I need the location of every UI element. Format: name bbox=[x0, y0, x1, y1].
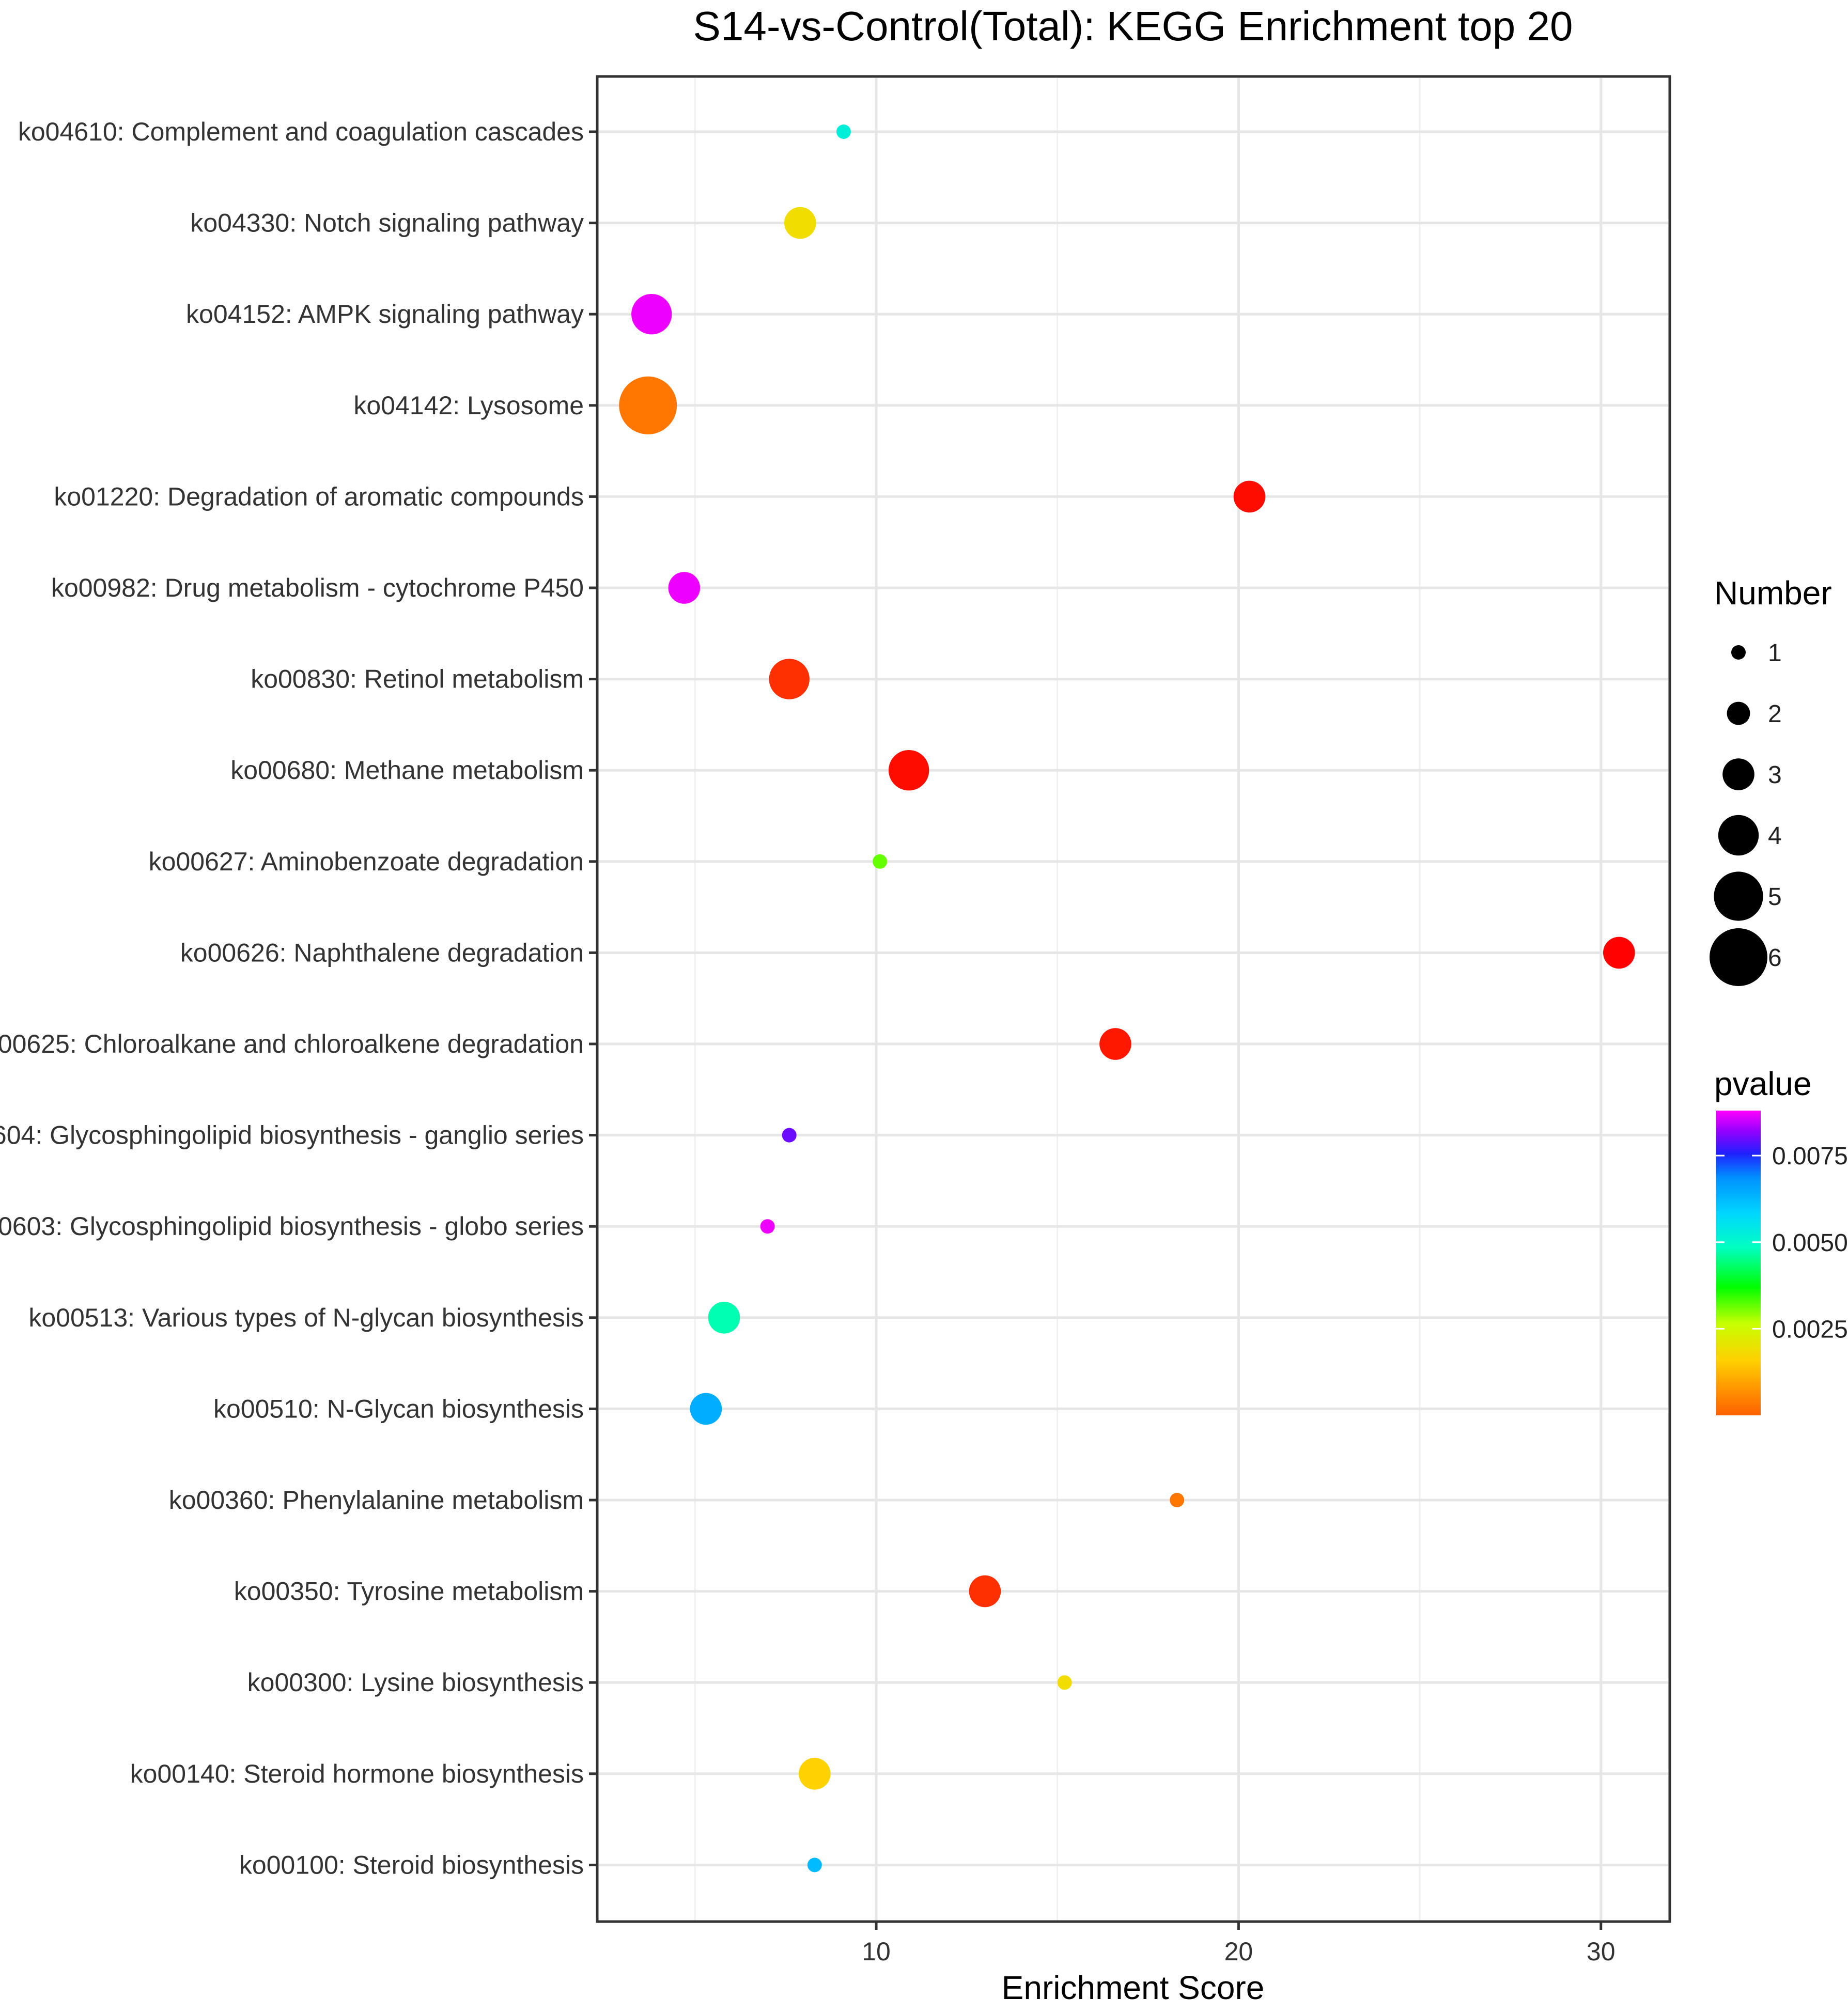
data-point bbox=[807, 1858, 822, 1872]
x-tick-label: 10 bbox=[862, 1937, 891, 1966]
color-legend-label: 0.0075 bbox=[1772, 1143, 1848, 1170]
color-legend-label: 0.0025 bbox=[1772, 1316, 1848, 1343]
size-legend-label: 6 bbox=[1768, 944, 1782, 972]
size-legend-label: 2 bbox=[1768, 700, 1782, 728]
data-point bbox=[668, 572, 701, 604]
size-legend: Number 1 2 3 4 5 6 bbox=[1710, 574, 1832, 986]
y-tick-label: ko00140: Steroid hormone biosynthesis bbox=[130, 1759, 584, 1788]
y-tick-label: ko00627: Aminobenzoate degradation bbox=[149, 847, 584, 876]
size-legend-key bbox=[1718, 815, 1759, 856]
color-legend-title: pvalue bbox=[1714, 1065, 1812, 1102]
data-point bbox=[799, 1758, 831, 1790]
data-point bbox=[708, 1302, 740, 1334]
size-legend-label: 3 bbox=[1768, 761, 1782, 789]
data-point bbox=[782, 1128, 797, 1143]
y-tick-label: ko00626: Naphthalene degradation bbox=[180, 938, 584, 967]
data-point bbox=[969, 1575, 1001, 1608]
data-point bbox=[1170, 1493, 1185, 1507]
x-tick-label: 30 bbox=[1587, 1937, 1616, 1966]
x-axis: 10 20 30 bbox=[862, 1922, 1616, 1966]
data-point bbox=[769, 659, 810, 699]
plot-panel bbox=[596, 75, 1671, 1923]
y-tick-label: ko00603: Glycosphingolipid biosynthesis … bbox=[0, 1212, 584, 1241]
points-layer bbox=[619, 124, 1635, 1872]
size-legend-label: 4 bbox=[1768, 822, 1782, 850]
data-point bbox=[1099, 1028, 1131, 1060]
y-tick-label: ko00360: Phenylalanine metabolism bbox=[169, 1486, 584, 1515]
x-tick-label: 20 bbox=[1224, 1937, 1253, 1966]
data-point bbox=[888, 750, 929, 791]
color-legend-label: 0.0050 bbox=[1772, 1229, 1848, 1257]
data-point bbox=[1603, 937, 1635, 969]
size-legend-label: 1 bbox=[1768, 639, 1782, 667]
data-point bbox=[690, 1393, 722, 1425]
y-tick-label: ko04330: Notch signaling pathway bbox=[190, 209, 584, 238]
y-tick-label: ko00510: N-Glycan biosynthesis bbox=[213, 1394, 584, 1423]
data-point bbox=[631, 294, 672, 335]
data-point bbox=[784, 207, 816, 239]
size-legend-key bbox=[1727, 701, 1750, 725]
y-tick-label: ko00604: Glycosphingolipid biosynthesis … bbox=[0, 1121, 584, 1150]
data-point bbox=[619, 376, 677, 434]
y-tick-label: ko00830: Retinol metabolism bbox=[251, 665, 584, 694]
y-tick-label: ko00625: Chloroalkane and chloroalkene d… bbox=[0, 1029, 584, 1058]
y-tick-label: ko01220: Degradation of aromatic compoun… bbox=[54, 482, 584, 511]
y-tick-label: ko00350: Tyrosine metabolism bbox=[234, 1577, 584, 1606]
data-point bbox=[1233, 480, 1266, 513]
data-point bbox=[873, 854, 888, 869]
size-legend-key bbox=[1710, 928, 1767, 986]
data-point bbox=[760, 1219, 775, 1234]
size-legend-label: 5 bbox=[1768, 883, 1782, 911]
y-axis: ko04610: Complement and coagulation casc… bbox=[0, 117, 597, 1879]
y-tick-label: ko04610: Complement and coagulation casc… bbox=[18, 117, 584, 146]
size-legend-title: Number bbox=[1714, 574, 1832, 612]
size-legend-key bbox=[1714, 871, 1763, 921]
color-legend-bar bbox=[1716, 1111, 1761, 1415]
data-point bbox=[836, 124, 851, 139]
y-tick-label: ko00100: Steroid biosynthesis bbox=[239, 1850, 584, 1879]
y-tick-label: ko04142: Lysosome bbox=[353, 391, 584, 420]
grid-layer bbox=[599, 78, 1668, 1920]
size-legend-key bbox=[1731, 645, 1746, 660]
chart-title: S14-vs-Control(Total): KEGG Enrichment t… bbox=[693, 3, 1573, 49]
y-tick-label: ko00513: Various types of N-glycan biosy… bbox=[28, 1303, 584, 1332]
y-tick-label: ko00982: Drug metabolism - cytochrome P4… bbox=[51, 573, 584, 602]
y-tick-label: ko00300: Lysine biosynthesis bbox=[247, 1668, 584, 1697]
y-tick-label: ko04152: AMPK signaling pathway bbox=[186, 300, 584, 329]
y-tick-label: ko00680: Methane metabolism bbox=[230, 756, 584, 785]
size-legend-key bbox=[1722, 758, 1754, 790]
x-axis-label: Enrichment Score bbox=[1002, 1969, 1265, 2006]
color-legend: pvalue 0.0025 0.0050 0.0075 bbox=[1714, 1065, 1848, 1415]
data-point bbox=[1057, 1675, 1072, 1690]
